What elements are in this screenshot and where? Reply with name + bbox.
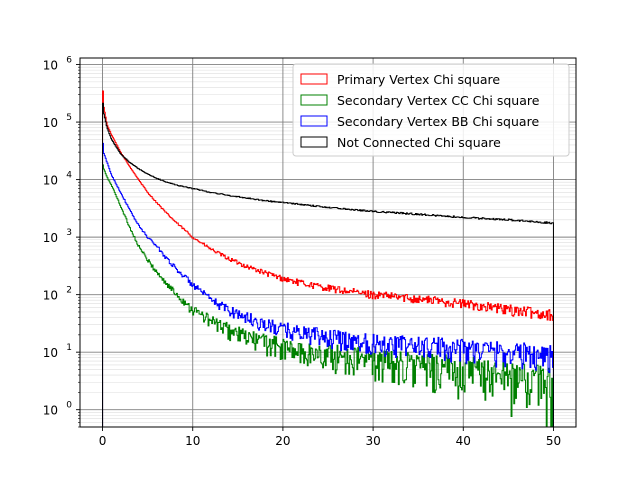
- legend-label: Secondary Vertex CC Chi square: [337, 93, 540, 108]
- legend: Primary Vertex Chi square Secondary Verte…: [292, 63, 570, 157]
- legend-swatch: [300, 136, 328, 148]
- x-tick-label: 50: [546, 434, 561, 448]
- series-line-1: [102, 90, 554, 427]
- y-tick-exponent: 4: [66, 171, 72, 181]
- plot-area: [102, 90, 554, 427]
- x-tick-label: 20: [275, 434, 290, 448]
- y-tick-label: 10: [43, 174, 58, 188]
- legend-swatch: [300, 94, 328, 106]
- y-tick-label: 10: [43, 404, 58, 418]
- y-tick-exponent: 5: [66, 113, 72, 123]
- x-tick-label: 10: [185, 434, 200, 448]
- legend-swatch: [300, 115, 328, 127]
- y-tick-label: 10: [43, 116, 58, 130]
- y-tick-exponent: 6: [66, 56, 72, 66]
- y-tick-label: 10: [43, 59, 58, 73]
- y-tick-exponent: 3: [66, 228, 72, 238]
- legend-swatch: [300, 73, 328, 85]
- legend-label: Secondary Vertex BB Chi square: [337, 114, 539, 129]
- axes-frame: [79, 57, 577, 428]
- series-line-3: [102, 142, 554, 427]
- y-tick-exponent: 1: [66, 343, 72, 353]
- legend-box: [292, 63, 570, 157]
- series-line-2: [102, 164, 554, 427]
- legend-label: Not Connected Chi square: [337, 135, 501, 150]
- x-tick-label: 40: [456, 434, 471, 448]
- y-tick-exponent: 0: [66, 401, 72, 411]
- y-tick-label: 10: [43, 231, 58, 245]
- legend-label: Primary Vertex Chi square: [337, 72, 500, 87]
- y-tick-label: 10: [43, 346, 58, 360]
- y-axis: 10 0 10 1 10 2 10 3 10 4 10 5 10 6: [43, 56, 80, 428]
- series-layer: [102, 90, 554, 427]
- x-axis: 0 10 20 30 40 50: [99, 427, 561, 448]
- series-line-4: [102, 102, 554, 427]
- y-tick-label: 10: [43, 289, 58, 303]
- x-tick-label: 30: [365, 434, 380, 448]
- x-tick-label: 0: [99, 434, 107, 448]
- y-tick-exponent: 2: [66, 286, 72, 296]
